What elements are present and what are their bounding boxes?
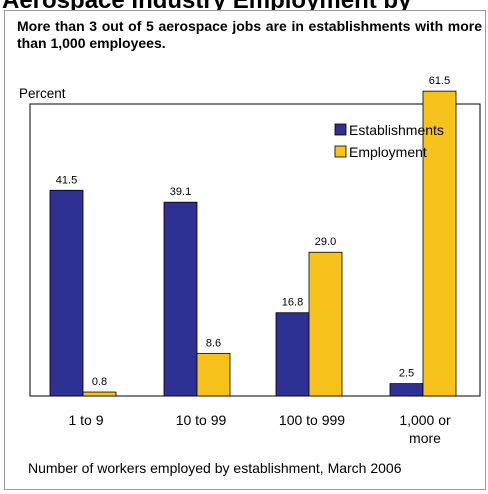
value-labels-group: 41.5 39.1 16.8 2.5 0.8 8.6 29.0 61.5 bbox=[56, 75, 450, 388]
x-tick-label-1-to-9: 1 to 9 bbox=[68, 412, 103, 428]
value-label-employment-1-to-9: 0.8 bbox=[92, 376, 107, 388]
bar-establishments-10-to-99 bbox=[163, 201, 198, 397]
legend-swatch-employment bbox=[334, 145, 347, 158]
value-label-employment-100-to-999: 29.0 bbox=[315, 236, 336, 248]
bars-group bbox=[49, 90, 457, 397]
value-label-employment-1-000-or-more: 61.5 bbox=[429, 75, 450, 87]
value-label-establishments-1-to-9: 41.5 bbox=[56, 174, 77, 186]
legend: Establishments Employment bbox=[334, 122, 444, 160]
bar-employment-1-000-or-more bbox=[422, 90, 457, 397]
bar-employment-10-to-99 bbox=[196, 352, 231, 397]
legend-label-establishments: Establishments bbox=[349, 122, 444, 138]
bar-employment-100-to-999 bbox=[308, 251, 343, 397]
legend-swatch-establishments bbox=[334, 123, 347, 136]
bar-establishments-100-to-999 bbox=[275, 312, 310, 397]
legend-label-employment: Employment bbox=[349, 144, 427, 160]
plot-area-border bbox=[29, 103, 481, 397]
chart-subtitle: More than 3 out of 5 aerospace jobs are … bbox=[17, 18, 482, 51]
chart-frame bbox=[4, 10, 486, 490]
y-axis-label: Percent bbox=[19, 86, 66, 101]
x-tick-label-100-to-999: 100 to 999 bbox=[279, 412, 345, 428]
value-label-establishments-10-to-99: 39.1 bbox=[170, 186, 191, 198]
bar-employment-1-to-9 bbox=[82, 391, 117, 397]
value-label-establishments-100-to-999: 16.8 bbox=[282, 297, 303, 309]
x-tick-label-10-to-99: 10 to 99 bbox=[176, 412, 227, 428]
x-tick-label-1-000-or-more: 1,000 or more bbox=[399, 412, 451, 446]
page-title: Aerospace Industry Employment by bbox=[2, 0, 488, 13]
value-label-establishments-1-000-or-more: 2.5 bbox=[399, 368, 414, 380]
x-tick-labels-group: 1 to 9 10 to 99 100 to 999 1,000 or more bbox=[68, 412, 451, 446]
bar-establishments-1-000-or-more bbox=[389, 383, 424, 397]
value-label-employment-10-to-99: 8.6 bbox=[206, 337, 221, 349]
x-axis-label: Number of workers employed by establishm… bbox=[28, 460, 402, 476]
bar-establishments-1-to-9 bbox=[49, 189, 84, 397]
